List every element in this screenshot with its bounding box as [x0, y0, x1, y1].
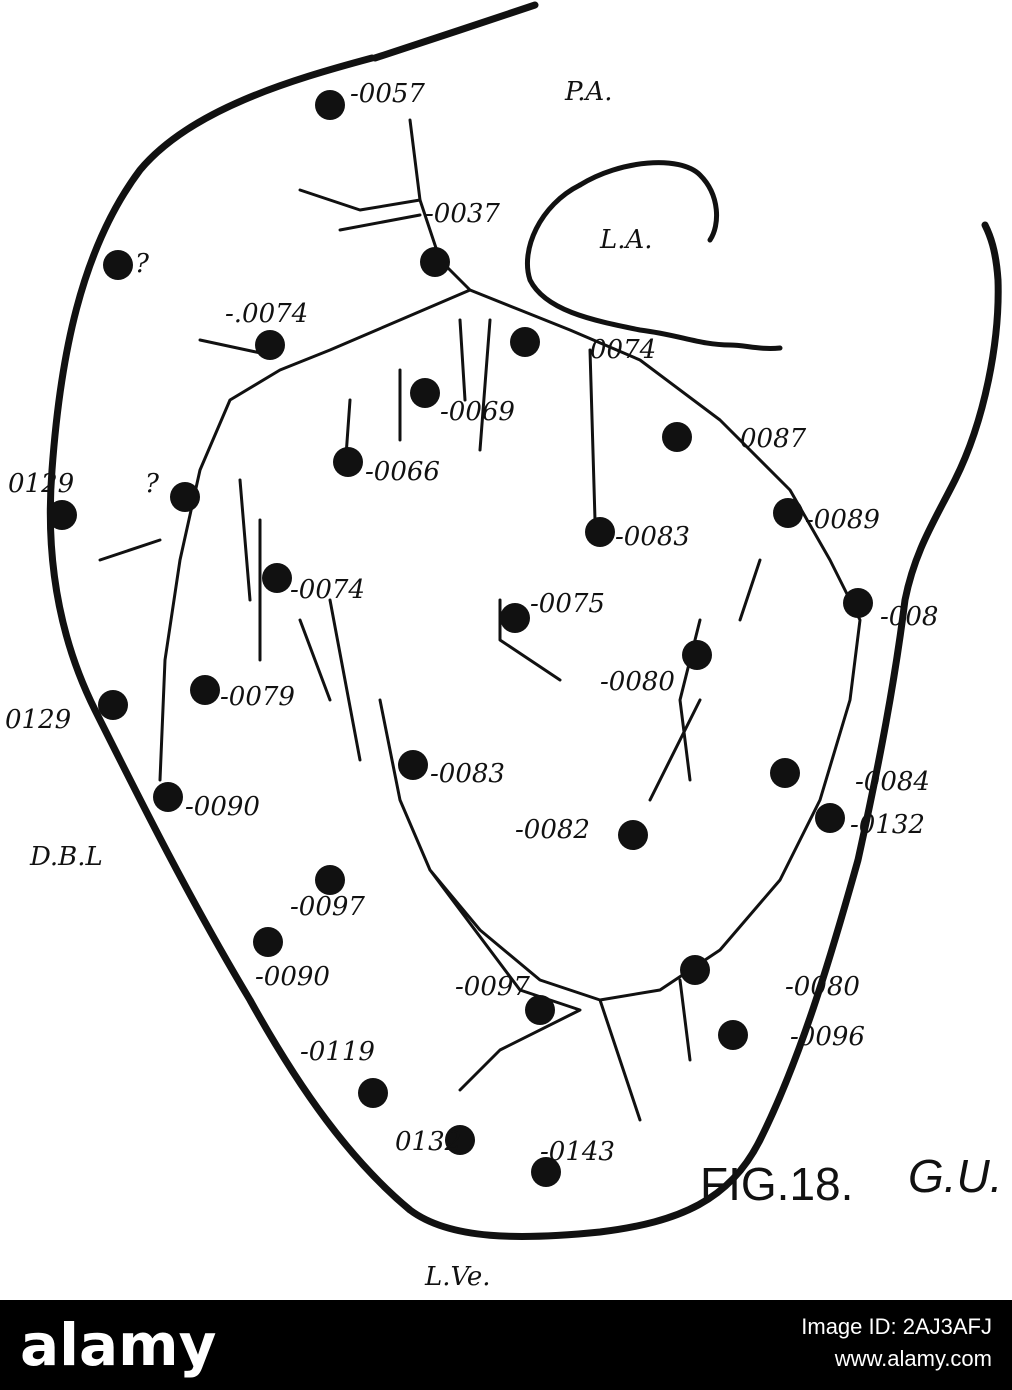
left-atrium-top [577, 160, 720, 243]
label: L.Ve. [424, 1262, 491, 1292]
dot [510, 327, 540, 357]
label: -0083 [430, 759, 505, 789]
label: -008 [880, 602, 938, 632]
dot [770, 758, 800, 788]
dot [531, 1157, 561, 1187]
dot [255, 330, 285, 360]
heart-drawing [46, 1, 1002, 1241]
label: -0090 [255, 962, 330, 992]
dot [618, 820, 648, 850]
label: -0084 [855, 767, 930, 797]
label: -0075 [530, 589, 605, 619]
dot [153, 782, 183, 812]
dot [333, 447, 363, 477]
dot [773, 498, 803, 528]
dot [398, 750, 428, 780]
label: -0083 [615, 522, 690, 552]
dot [662, 422, 692, 452]
paper [0, 0, 1012, 1300]
dot [358, 1078, 388, 1108]
label: 0132 [395, 1127, 461, 1157]
label: ? [145, 469, 160, 499]
dot [262, 563, 292, 593]
label: -0082 [515, 815, 590, 845]
label: -0037 [425, 199, 500, 229]
label: -0096 [790, 1022, 865, 1052]
watermark-id: Image ID: 2AJ3AFJ [801, 1314, 992, 1339]
dot [815, 803, 845, 833]
dot [585, 517, 615, 547]
dot [682, 640, 712, 670]
dot [98, 690, 128, 720]
dot [253, 927, 283, 957]
label: L.A. [599, 225, 653, 255]
left-atrium [524, 182, 783, 351]
dot [410, 378, 440, 408]
dot [445, 1125, 475, 1155]
dot [103, 250, 133, 280]
label: 0129 [5, 705, 71, 735]
dot [718, 1020, 748, 1050]
dot [315, 865, 345, 895]
label: -.0074 [225, 299, 308, 329]
measurement-labels: -0057 P.A. -0037 L.A.? -.0074 0074 -0069 0087 -0… [5, 77, 938, 1292]
label: -0097 [290, 892, 365, 922]
label: -0069 [440, 397, 515, 427]
author-initials: G.U. [908, 1150, 1003, 1202]
label: -0132 [850, 810, 925, 840]
figure-label: FIG.18. [700, 1158, 853, 1210]
label: 0074 [590, 335, 656, 365]
label: -0097 [455, 972, 530, 1002]
label: 0087 [740, 424, 807, 454]
dot [525, 995, 555, 1025]
label: ? [135, 249, 150, 279]
label: D.B.L [29, 842, 103, 872]
label: -0066 [365, 457, 440, 487]
label: -0074 [290, 575, 365, 605]
watermark-logo: alamy [20, 1311, 216, 1379]
label: -0057 [350, 79, 425, 109]
dot [170, 482, 200, 512]
label: -0143 [540, 1137, 615, 1167]
dot [843, 588, 873, 618]
label: -0080 [600, 667, 675, 697]
label: 0129 [8, 469, 74, 499]
label: P.A. [564, 77, 613, 107]
heart-outline [46, 54, 1002, 1241]
label: -0089 [805, 505, 880, 535]
vessel-branches [98, 188, 762, 802]
label: -0080 [785, 972, 860, 1002]
dot [190, 675, 220, 705]
label: -0090 [185, 792, 260, 822]
watermark-url: www.alamy.com [834, 1346, 992, 1371]
vessel-main [158, 118, 862, 1122]
measurement-dots [47, 90, 873, 1187]
dot [500, 603, 530, 633]
watermark-bar [0, 1300, 1012, 1390]
dot [680, 955, 710, 985]
dot [420, 247, 450, 277]
label: -0119 [300, 1037, 375, 1067]
dot [47, 500, 77, 530]
label: -0079 [220, 682, 295, 712]
dot [315, 90, 345, 120]
aorta-line [371, 1, 539, 62]
